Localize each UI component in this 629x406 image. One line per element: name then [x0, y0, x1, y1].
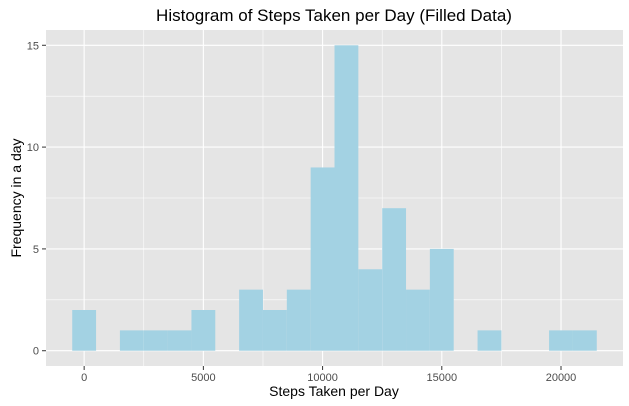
histogram-bar: [334, 45, 359, 351]
y-tick-label: 5: [33, 244, 39, 256]
y-tick-label: 0: [33, 346, 39, 358]
histogram-bar: [239, 289, 263, 351]
histogram-bar: [382, 208, 407, 351]
x-tick-label: 20000: [546, 372, 577, 384]
histogram-bar: [286, 289, 311, 351]
histogram-bar: [72, 310, 97, 351]
y-tick-label: 15: [27, 40, 39, 52]
histogram-bar: [143, 330, 168, 351]
histogram-bar: [429, 248, 454, 351]
histogram-bar: [406, 289, 430, 351]
chart-title: Histogram of Steps Taken per Day (Filled…: [156, 6, 512, 25]
y-axis-title: Frequency in a day: [8, 138, 24, 257]
histogram-bar: [310, 167, 335, 351]
histogram-bar: [119, 330, 144, 351]
y-axis: 0 5 10 15: [27, 40, 46, 358]
histogram-bar: [477, 330, 502, 351]
x-axis: 0 5000 10000 15000 20000: [81, 366, 576, 384]
histogram-bar: [167, 330, 192, 351]
histogram-bar: [358, 269, 383, 351]
x-axis-title: Steps Taken per Day: [269, 383, 399, 399]
x-tick-label: 5000: [191, 372, 215, 384]
histogram-bar: [572, 330, 597, 351]
x-tick-label: 0: [81, 372, 87, 384]
histogram-bars: [72, 45, 597, 351]
histogram-bar: [262, 310, 287, 351]
y-tick-label: 10: [27, 142, 39, 154]
x-tick-label: 15000: [426, 372, 457, 384]
histogram-bar: [191, 310, 216, 351]
x-tick-label: 10000: [307, 372, 338, 384]
histogram-bar: [549, 330, 573, 351]
